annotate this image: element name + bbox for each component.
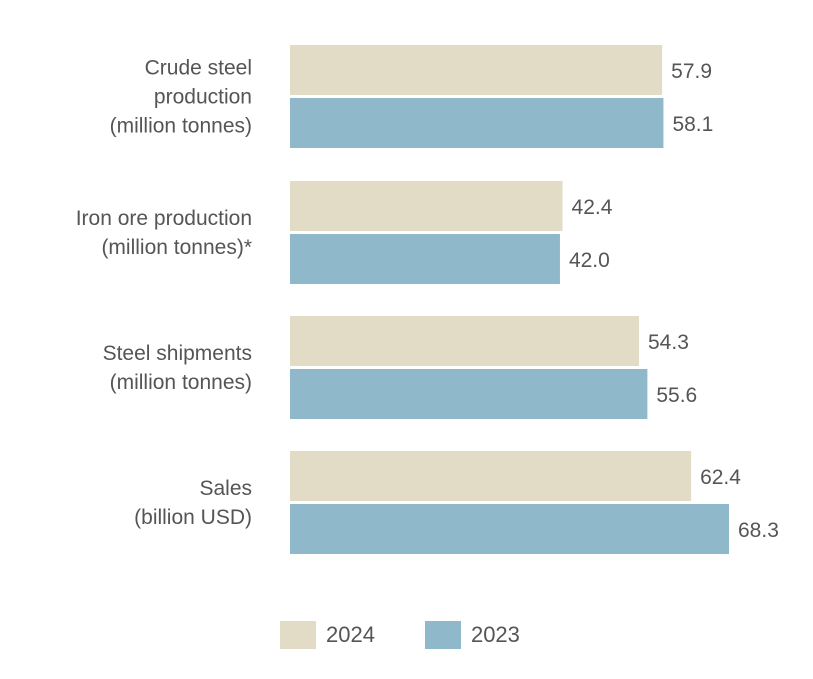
value-label: 57.9 [671,60,712,83]
category-label: production [154,86,252,109]
value-label: 42.4 [572,196,613,219]
value-label: 68.3 [738,519,779,542]
bar-2024 [290,45,663,95]
bar-2024 [290,181,563,231]
bar-2023 [290,234,560,284]
bar-chart: Crude steel production (million tonnes) 57.… [76,45,779,554]
value-label: 55.6 [656,384,697,407]
legend-item-2023: 2023 [424,621,520,649]
legend-item-2024: 2024 [280,621,375,649]
legend: 2024 2023 [280,621,570,649]
legend-label-2023: 2023 [470,622,520,647]
category-label: (million tonnes)* [101,236,252,259]
value-label: 42.0 [569,249,610,272]
legend-swatch-2023 [424,621,461,649]
bar-2023 [290,504,729,554]
category-label: Steel shipments [103,342,252,365]
category-label: Iron ore production [76,207,252,230]
bar-2024 [290,316,640,366]
category-label: (million tonnes) [110,115,252,138]
value-label: 58.1 [672,113,713,136]
category-label: Sales [199,477,252,500]
category-label: Crude steel [145,57,252,80]
bar-2023 [290,98,664,148]
legend-swatch-2024 [280,621,316,649]
bar-2023 [290,369,648,419]
value-label: 54.3 [648,331,689,354]
category-label: (billion USD) [134,506,252,529]
value-label: 62.4 [700,466,741,489]
category-label: (million tonnes) [110,371,252,394]
legend-label-2024: 2024 [326,622,375,647]
bar-2024 [290,451,692,501]
